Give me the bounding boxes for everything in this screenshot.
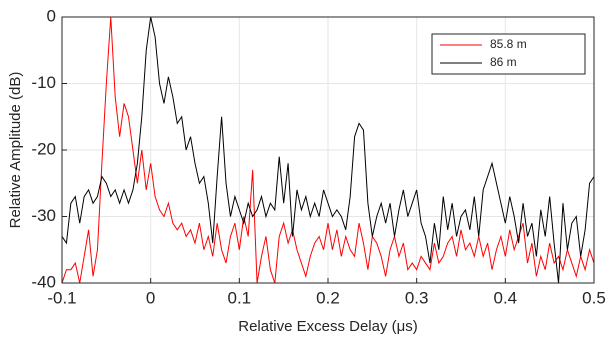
- x-tick-label: -0.1: [47, 288, 76, 307]
- series-group: [62, 17, 594, 283]
- y-tick-label: -40: [31, 272, 56, 291]
- x-tick-label: 0.1: [228, 288, 252, 307]
- x-tick-label: 0: [146, 288, 155, 307]
- x-tick-label: 0.3: [405, 288, 429, 307]
- series-line: [62, 17, 594, 283]
- series-line: [62, 17, 594, 283]
- legend-label: 85.8 m: [490, 37, 527, 51]
- legend-box: [431, 33, 586, 75]
- plot-frame: [61, 16, 595, 284]
- y-axis-label: Relative Amplitude (dB): [7, 72, 24, 229]
- x-axis-label: Relative Excess Delay (μs): [238, 318, 418, 335]
- x-tick-label: 0.5: [582, 288, 606, 307]
- y-tick-label: 0: [47, 6, 56, 25]
- y-tick-label: -20: [31, 139, 56, 158]
- x-tick-label: 0.4: [494, 288, 518, 307]
- y-tick-label: -10: [31, 73, 56, 92]
- x-tick-label: 0.2: [316, 288, 340, 307]
- legend-label: 86 m: [490, 55, 517, 69]
- y-tick-label: -30: [31, 206, 56, 225]
